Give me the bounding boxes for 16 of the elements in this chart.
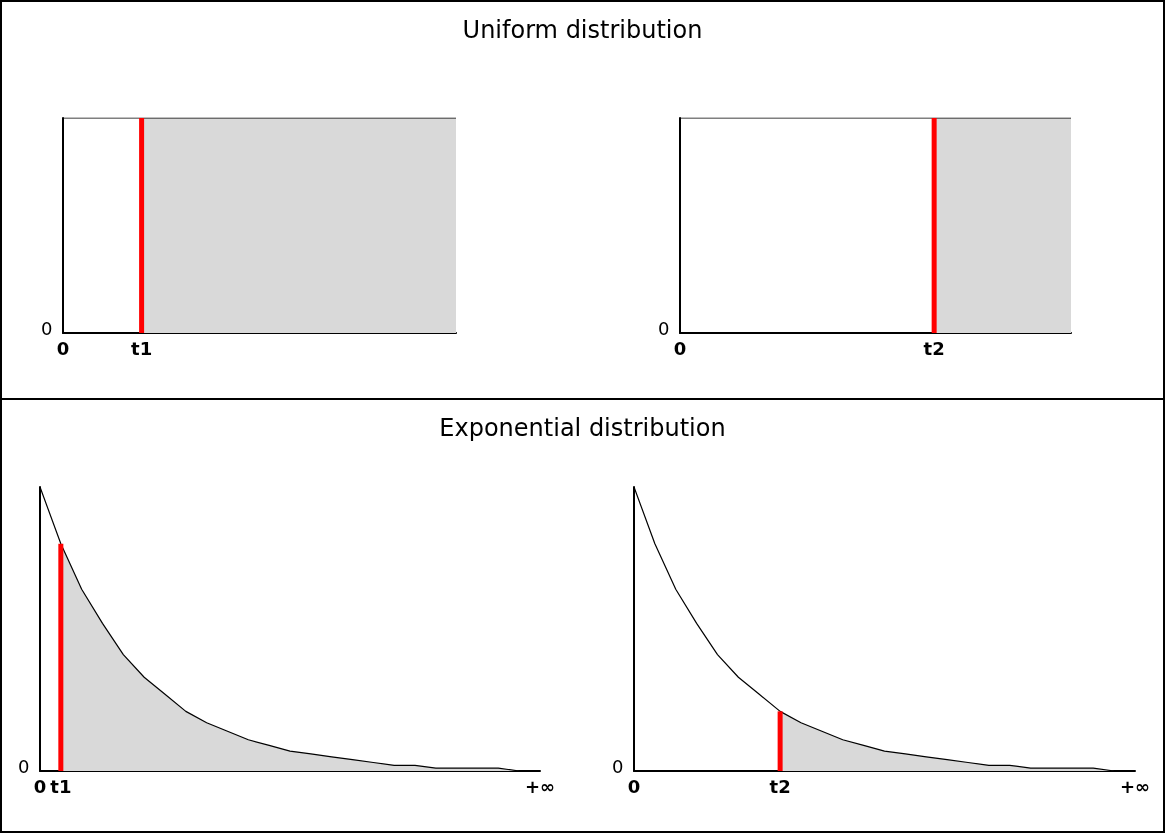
text: Uniform distribution: [462, 16, 703, 44]
x-tick-label: 0: [673, 337, 687, 359]
text: 0: [18, 755, 30, 777]
x-tick-label: +∞: [1119, 775, 1151, 797]
text: 0: [658, 317, 670, 339]
x-tick-label: t2: [769, 775, 791, 797]
text: 0: [41, 317, 53, 339]
x-tick-label: t1: [131, 337, 153, 359]
x-tick-label: 0: [627, 775, 641, 797]
text: 0: [612, 755, 624, 777]
x-tick-label: t2: [923, 337, 945, 359]
x-tick-label: 0: [33, 775, 47, 797]
x-tick-label: +∞: [524, 775, 556, 797]
x-tick-label: t1: [50, 775, 72, 797]
chart-title: Exponential distribution: [439, 414, 726, 442]
x-tick-label: 0: [56, 337, 70, 359]
